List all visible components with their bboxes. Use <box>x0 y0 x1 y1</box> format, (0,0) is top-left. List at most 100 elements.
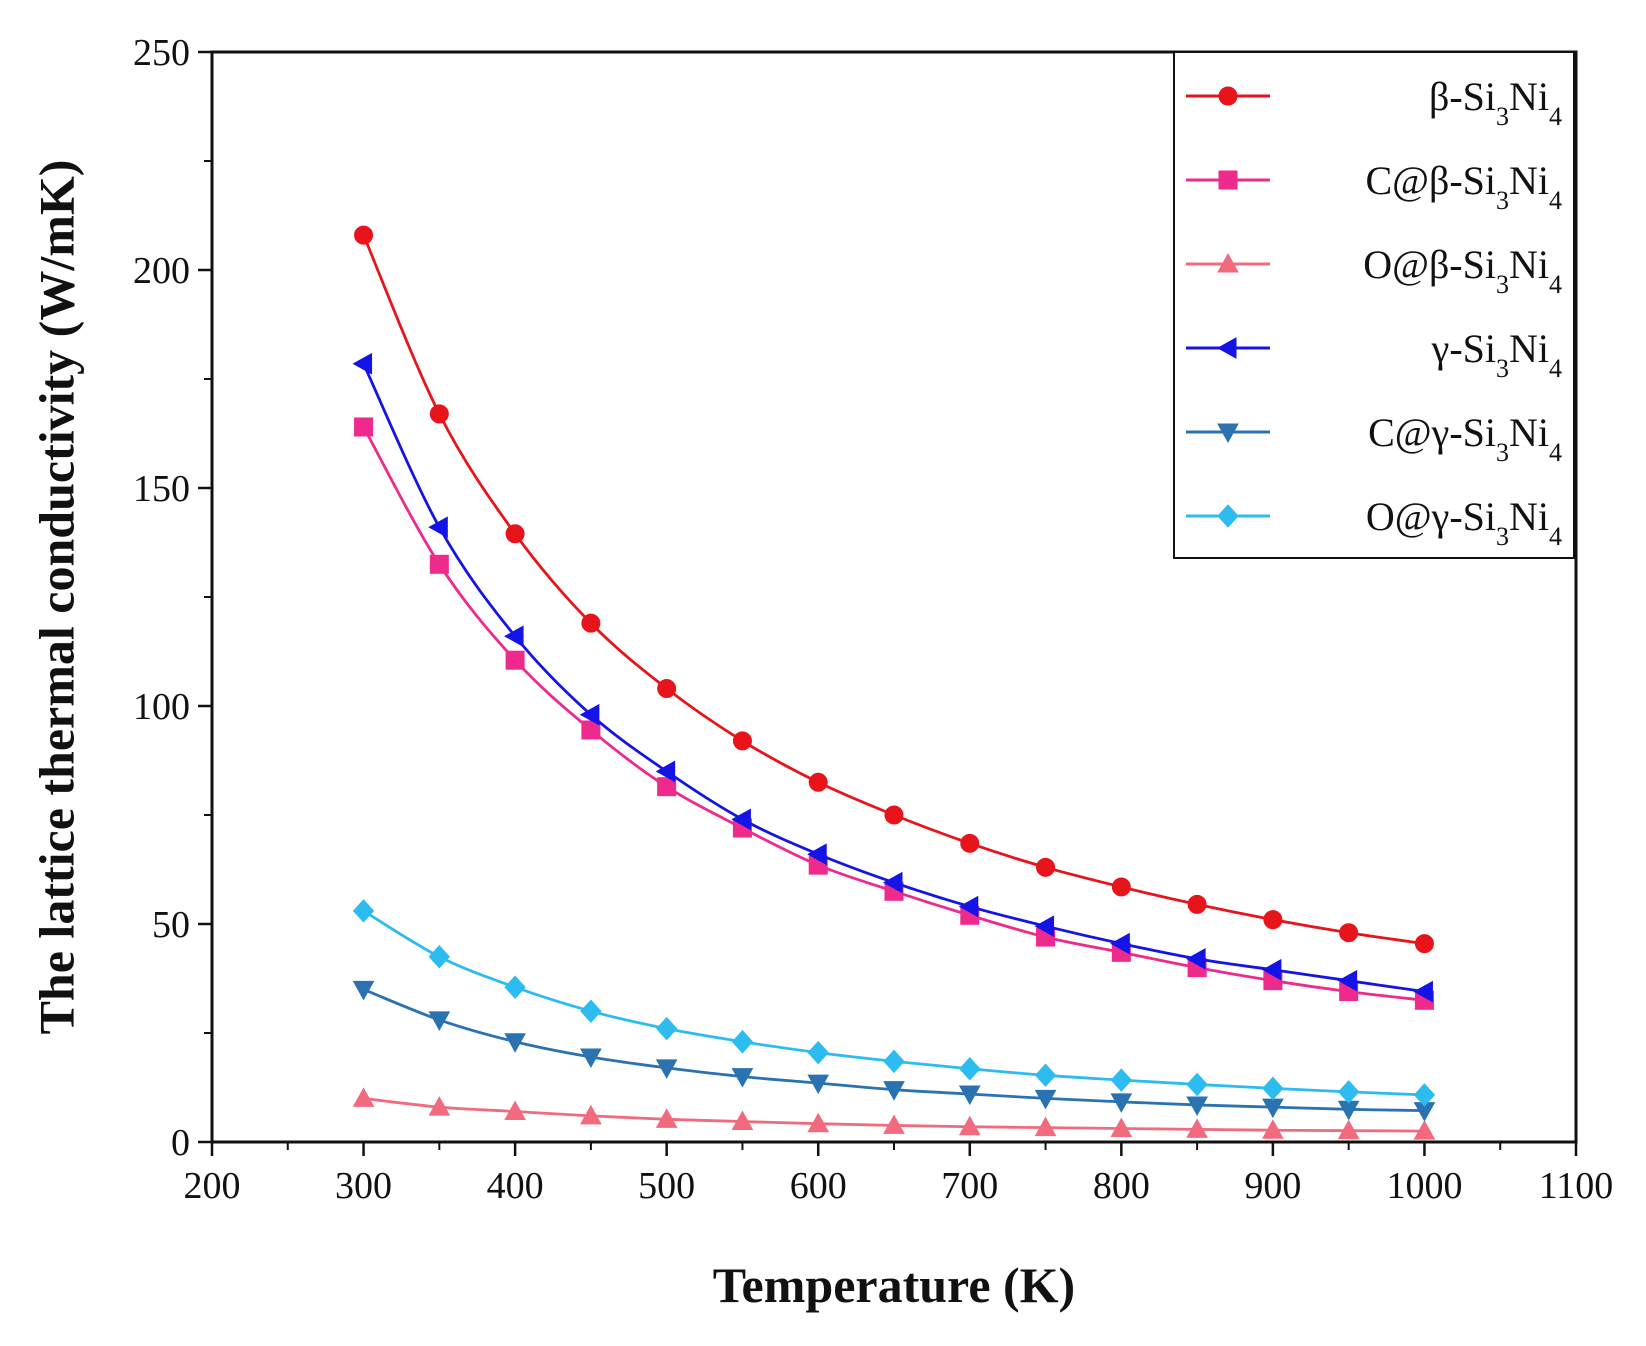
data-point <box>1186 1072 1208 1097</box>
legend-item: O@β-Si3Ni4 <box>1186 242 1562 299</box>
series-1 <box>354 225 1434 954</box>
data-point <box>807 1112 830 1133</box>
series-3 <box>352 1087 1436 1140</box>
data-point <box>354 225 374 245</box>
data-point <box>1337 1119 1360 1140</box>
data-point <box>580 999 602 1023</box>
data-point <box>731 808 751 831</box>
data-point <box>883 1114 905 1134</box>
data-point <box>657 679 677 699</box>
series-layer <box>352 225 1436 1140</box>
data-point <box>731 1029 754 1054</box>
x-axis: 200 300 400 500 600 700 800 900 1000 1100 <box>184 1142 1614 1207</box>
legend-item: O@γ-Si3Ni4 <box>1186 494 1562 551</box>
data-point <box>428 516 448 539</box>
data-point <box>352 980 375 1001</box>
legend-label: O@γ-Si3Ni4 <box>1366 494 1562 551</box>
data-point <box>1337 969 1358 992</box>
data-point <box>504 1100 526 1120</box>
data-point <box>1110 1117 1133 1137</box>
data-point <box>731 1110 754 1131</box>
data-point <box>884 805 904 825</box>
data-point <box>655 1016 678 1041</box>
series-line <box>362 363 1425 993</box>
data-point <box>1262 1076 1284 1101</box>
x-tick-label: 800 <box>1093 1165 1150 1207</box>
x-tick-label: 600 <box>790 1165 847 1207</box>
legend-item: C@γ-Si3Ni4 <box>1186 410 1562 467</box>
data-point <box>1261 958 1282 981</box>
data-point <box>732 731 752 751</box>
data-point <box>1034 1089 1057 1110</box>
data-point <box>960 833 980 853</box>
data-point <box>581 720 601 740</box>
data-point <box>1414 934 1434 954</box>
y-tick-label: 250 <box>133 32 190 74</box>
legend-marker <box>1217 423 1239 444</box>
x-tick-label: 200 <box>184 1165 241 1207</box>
data-point <box>655 1108 678 1128</box>
legend-label: C@β-Si3Ni4 <box>1365 158 1562 215</box>
legend-box <box>1173 51 1575 559</box>
legend-label: γ-Si3Ni4 <box>1431 326 1562 383</box>
data-point <box>1413 1120 1436 1140</box>
y-axis: 0 50 100 150 200 250 <box>133 32 212 1164</box>
data-point <box>1337 1080 1360 1104</box>
legend-item: γ-Si3Ni4 <box>1186 326 1562 383</box>
data-point <box>1110 932 1130 955</box>
legend-label: C@γ-Si3Ni4 <box>1368 410 1562 467</box>
data-point <box>1413 1083 1436 1107</box>
data-point <box>428 1011 451 1031</box>
x-tick-label: 700 <box>941 1165 998 1207</box>
data-point <box>1339 923 1359 943</box>
y-tick-label: 100 <box>133 686 190 728</box>
data-point <box>807 1040 829 1065</box>
legend-marker <box>1218 170 1238 190</box>
data-point <box>580 1104 602 1125</box>
y-axis-title: The lattice thermal conductivity (W/mK) <box>28 160 84 1035</box>
y-tick-label: 150 <box>133 468 190 510</box>
data-point <box>504 1033 526 1053</box>
data-point <box>655 760 676 783</box>
data-point <box>429 404 449 424</box>
data-point <box>958 1085 981 1106</box>
data-point <box>1110 1093 1133 1113</box>
y-tick-label: 200 <box>133 250 190 292</box>
data-point <box>352 899 375 923</box>
x-tick-label: 900 <box>1244 1165 1301 1207</box>
data-point <box>882 871 903 894</box>
data-point <box>504 625 524 648</box>
legend-item: C@β-Si3Ni4 <box>1186 158 1562 215</box>
x-tick-label: 1000 <box>1386 1165 1462 1207</box>
legend-label: β-Si3Ni4 <box>1429 74 1562 131</box>
y-tick-label: 50 <box>152 904 190 946</box>
data-point <box>1034 915 1055 938</box>
legend-label: O@β-Si3Ni4 <box>1363 242 1562 299</box>
data-point <box>1186 1096 1208 1116</box>
data-point <box>1034 1116 1057 1137</box>
data-point <box>1034 1063 1057 1088</box>
x-tick-label: 400 <box>487 1165 544 1207</box>
data-point <box>1262 1119 1284 1139</box>
data-point <box>352 352 373 375</box>
data-point <box>1413 980 1433 1003</box>
data-point <box>1110 1068 1133 1092</box>
data-point <box>731 1068 754 1088</box>
series-6 <box>352 899 1436 1107</box>
x-tick-label: 500 <box>638 1165 695 1207</box>
data-point <box>807 1074 830 1095</box>
data-point <box>504 975 526 999</box>
series-4 <box>352 352 1433 1003</box>
data-point <box>883 1049 905 1074</box>
legend-marker <box>1217 252 1239 273</box>
y-tick-label: 0 <box>171 1122 190 1164</box>
data-point <box>580 1048 602 1069</box>
data-point <box>655 1059 678 1079</box>
data-point <box>958 1115 981 1136</box>
data-point <box>1263 910 1283 930</box>
series-5 <box>352 980 1436 1122</box>
data-point <box>657 777 677 797</box>
x-tick-label: 1100 <box>1539 1165 1614 1207</box>
data-point <box>429 554 449 574</box>
